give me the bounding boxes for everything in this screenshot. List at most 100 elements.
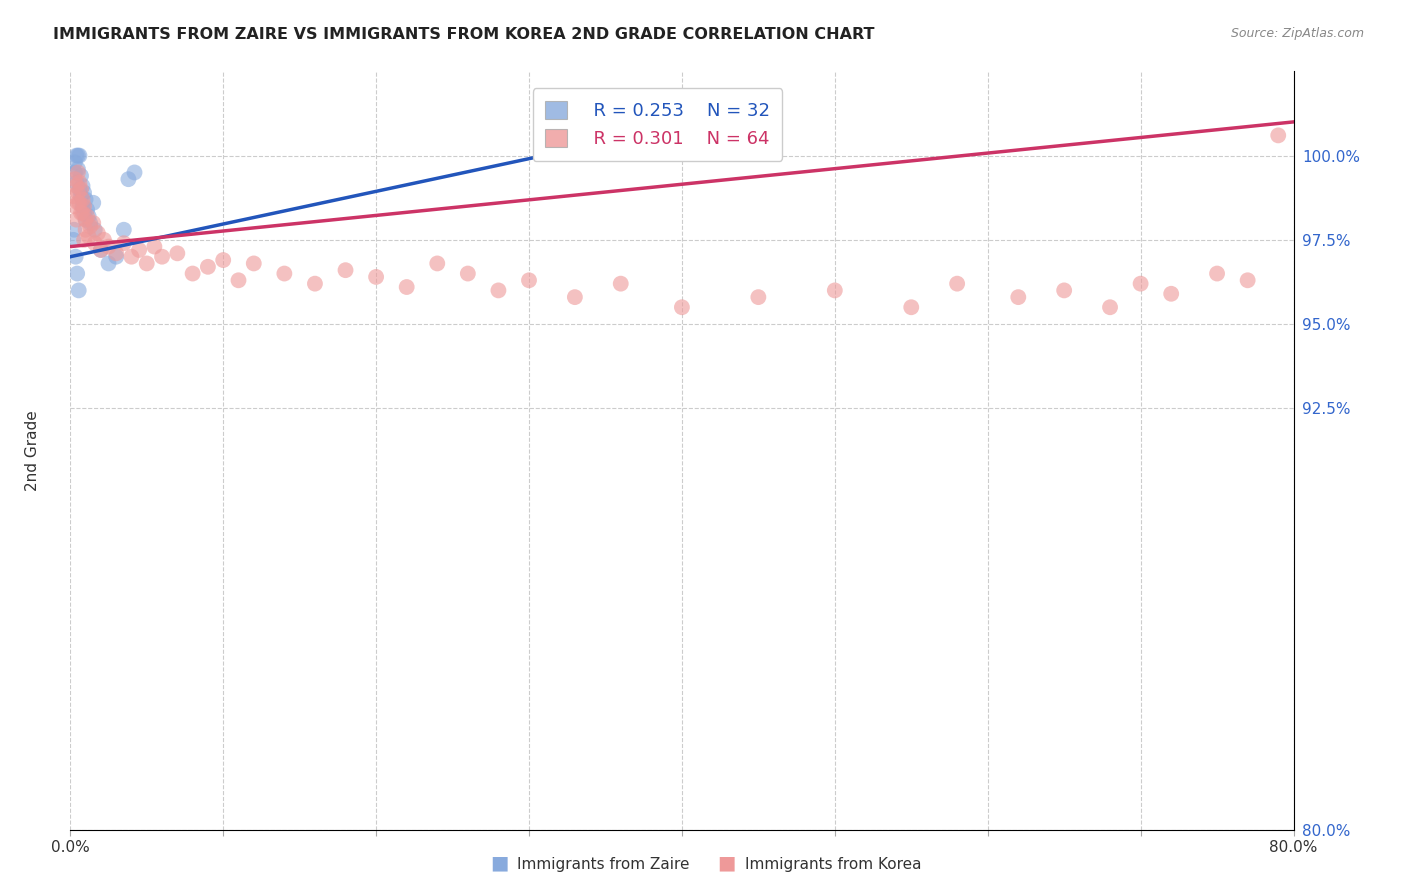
Point (87, 226, 110, 240)
Point (70, 206, 93, 220)
Point (135, 256, 157, 270)
Point (124, 165, 146, 179)
Point (1206, 267, 1229, 281)
Point (79, 219, 101, 234)
Point (73, 233, 96, 247)
Text: ■: ■ (717, 854, 737, 872)
Point (79, 216, 101, 230)
Point (73, 199, 96, 213)
Text: Source: ZipAtlas.com: Source: ZipAtlas.com (1230, 27, 1364, 40)
Point (83, 223, 105, 237)
Text: ■: ■ (489, 854, 509, 872)
Y-axis label: 2nd Grade: 2nd Grade (25, 410, 39, 491)
Point (1099, 300, 1122, 314)
Point (62, 189, 84, 203)
Point (82, 195, 104, 210)
Point (83, 236, 105, 251)
Point (75, 223, 97, 237)
Point (97, 256, 120, 270)
Point (63, 155, 86, 169)
Point (65, 148, 87, 162)
Point (76, 209, 98, 223)
Point (212, 253, 235, 268)
Point (73, 206, 96, 220)
Point (243, 256, 266, 270)
Point (1236, 273, 1258, 287)
Point (66, 267, 89, 281)
Point (67, 284, 90, 298)
Point (77, 209, 100, 223)
Point (63, 165, 86, 179)
Point (671, 300, 693, 314)
Text: Immigrants from Korea: Immigrants from Korea (745, 857, 922, 872)
Point (946, 277, 969, 291)
Point (426, 256, 449, 270)
Point (105, 246, 128, 260)
Point (97, 239, 120, 253)
Point (69, 176, 91, 190)
Point (65, 212, 87, 227)
Point (62, 233, 84, 247)
Point (75, 212, 97, 227)
Point (610, 277, 633, 291)
Point (1053, 284, 1076, 298)
Point (90, 243, 112, 257)
Point (66, 148, 89, 162)
Point (1007, 290, 1029, 304)
Point (63, 172, 86, 186)
Point (166, 246, 188, 260)
Point (63, 223, 86, 237)
Point (72, 193, 94, 207)
Point (72, 178, 94, 193)
Point (228, 273, 250, 287)
Point (304, 277, 326, 291)
Point (90, 243, 112, 257)
Point (1129, 277, 1152, 291)
Point (76, 202, 98, 217)
Point (93, 233, 115, 247)
Point (77, 229, 100, 244)
Point (66, 186, 89, 200)
Point (72, 199, 94, 213)
Point (65, 250, 87, 264)
Point (128, 243, 150, 257)
Point (366, 269, 388, 284)
Point (517, 273, 540, 287)
Point (457, 267, 479, 281)
Point (66, 162, 89, 177)
Point (1267, 128, 1289, 143)
Point (63, 199, 86, 213)
Point (75, 212, 97, 227)
Point (82, 216, 104, 230)
Text: IMMIGRANTS FROM ZAIRE VS IMMIGRANTS FROM KOREA 2ND GRADE CORRELATION CHART: IMMIGRANTS FROM ZAIRE VS IMMIGRANTS FROM… (53, 27, 875, 42)
Legend:   R = 0.253    N = 32,   R = 0.301    N = 64: R = 0.253 N = 32, R = 0.301 N = 64 (533, 88, 782, 161)
Point (121, 250, 143, 264)
Point (197, 260, 219, 274)
Text: Immigrants from Zaire: Immigrants from Zaire (517, 857, 690, 872)
Point (75, 193, 97, 207)
Point (143, 239, 166, 253)
Point (66, 195, 89, 210)
Point (488, 284, 510, 298)
Point (117, 172, 139, 186)
Point (69, 195, 91, 210)
Point (395, 280, 418, 294)
Point (747, 290, 769, 304)
Point (73, 186, 96, 200)
Point (181, 267, 204, 281)
Point (335, 263, 357, 277)
Point (70, 169, 93, 183)
Point (564, 290, 586, 304)
Point (70, 182, 93, 196)
Point (1160, 286, 1182, 301)
Point (72, 206, 94, 220)
Point (900, 300, 922, 314)
Point (69, 182, 91, 196)
Point (66, 165, 89, 179)
Point (65, 178, 87, 193)
Point (273, 267, 295, 281)
Point (824, 284, 846, 298)
Point (65, 176, 87, 190)
Point (150, 250, 173, 264)
Point (70, 189, 93, 203)
